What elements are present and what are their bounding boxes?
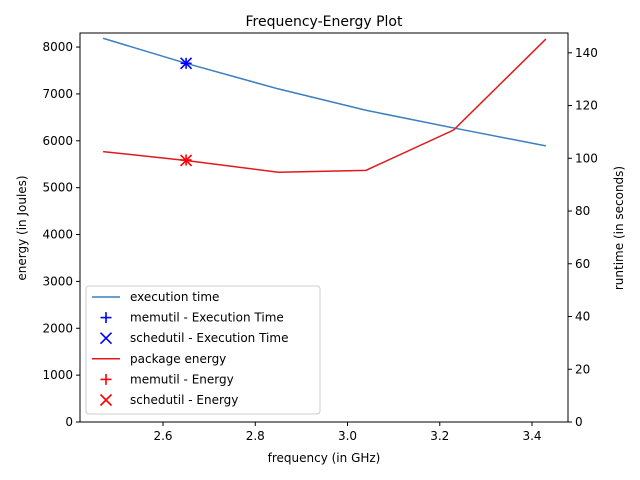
schedutil-execution-time-marker [180,57,193,70]
x-tick-label: 3.4 [522,429,541,443]
y-left-tick-label: 8000 [42,40,73,54]
y-left-tick-label: 7000 [42,87,73,101]
legend-box [85,285,321,415]
x-tick-label: 3.0 [338,429,357,443]
legend-item-schedutil-execution-time: schedutil - Execution Time [99,331,288,345]
chart-title: Frequency-Energy Plot [246,14,403,30]
x-tick-label: 2.8 [246,429,265,443]
legend-label: memutil - Execution Time [130,311,284,325]
y-left-tick-label: 0 [65,415,73,429]
legend-label: schedutil - Energy [130,393,238,407]
legend: execution time memutil - Execution Time sc… [85,285,321,415]
legend-label: execution time [130,290,219,304]
legend-item-memutil-energy: memutil - Energy [100,372,234,386]
y-right-tick-label: 60 [575,257,590,271]
y-axis-left: 0 1000 2000 3000 4000 5000 6000 7000 8000 [42,40,80,429]
y-right-tick-label: 140 [575,46,598,60]
legend-swatch [99,332,113,345]
legend-swatch [99,393,113,407]
legend-item-package-energy: package energy [92,352,226,366]
execution-time-line [102,37,547,147]
legend-item-schedutil-energy: schedutil - Energy [99,393,238,407]
x-tick-label: 3.2 [430,429,449,443]
x-tick-label: 2.6 [153,429,172,443]
y-left-tick-label: 2000 [42,321,73,335]
y-left-tick-label: 6000 [42,134,73,148]
y-right-tick-label: 80 [575,204,590,218]
y-left-tick-label: 3000 [42,274,73,288]
y-right-tick-label: 40 [575,310,590,324]
legend-label: memutil - Energy [130,372,234,386]
legend-swatch [100,312,112,324]
legend-item-memutil-execution-time: memutil - Execution Time [100,311,284,325]
plot-frame [79,32,569,423]
y-axis-right-label: runtime (in seconds) [612,166,626,290]
y-right-tick-label: 0 [575,415,583,429]
y-right-tick-label: 120 [575,99,598,113]
legend-item-execution-time: execution time [92,290,219,304]
y-left-tick-label: 1000 [42,368,73,382]
y-left-tick-label: 5000 [42,181,73,195]
legend-swatch [100,373,112,385]
y-right-tick-label: 20 [575,362,590,376]
y-right-tick-label: 100 [575,151,598,165]
package-energy-line [102,38,547,173]
y-axis-right: 0 20 40 60 80 100 120 140 [568,46,598,429]
legend-label: schedutil - Execution Time [130,331,288,345]
y-left-tick-label: 4000 [42,228,73,242]
plot-area [102,37,547,173]
schedutil-energy-marker [180,154,193,167]
x-axis: 2.6 2.8 3.0 3.2 3.4 [153,422,542,443]
legend-label: package energy [130,352,226,366]
y-axis-left-label: energy (in Joules) [15,175,29,280]
x-axis-label: frequency (in GHz) [268,451,381,465]
